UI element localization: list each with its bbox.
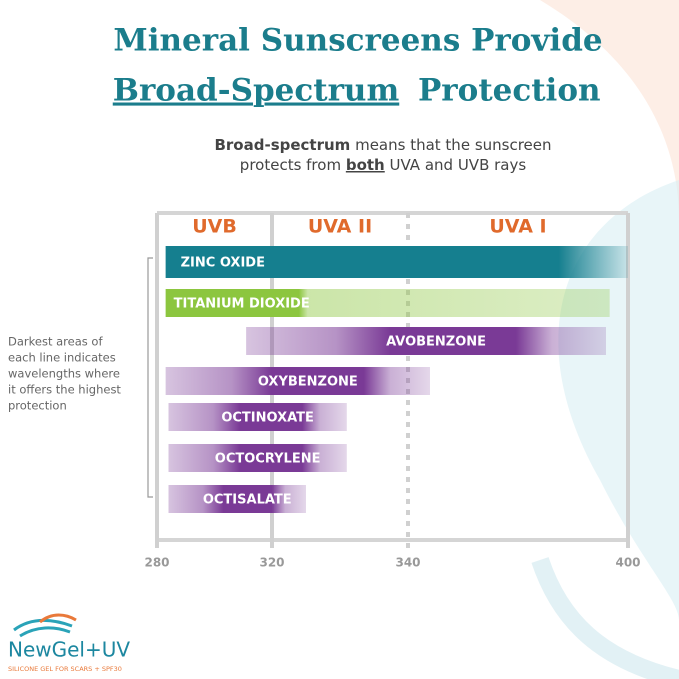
logo-brand: NewGel+UV (8, 638, 130, 662)
subtitle-text: protects from (240, 156, 341, 174)
bar-label: OCTISALATE (203, 493, 292, 508)
subtitle-text: UVA and UVB rays (390, 156, 527, 174)
bar-label: AVOBENZONE (386, 335, 486, 350)
bar-label: OCTINOXATE (221, 411, 314, 426)
subtitle: protects from both UVA and UVB rays (240, 156, 527, 174)
annotation-line: protection (8, 399, 67, 413)
x-tick-label: 400 (615, 556, 640, 570)
range-bar (168, 444, 347, 472)
range-bar (246, 327, 606, 355)
range-bar (165, 367, 430, 395)
chart: 280 320 340 400 UVB UVA II UVA I ZINC OXIDE TITA… (144, 211, 641, 570)
range-bar (168, 403, 347, 431)
bar-label: TITANIUM DIOXIDE (174, 297, 310, 312)
region-label: UVB (192, 216, 237, 238)
annotation-line: each line indicates (8, 351, 116, 365)
logo-wave (13, 619, 73, 638)
title-line: Protection (418, 73, 601, 109)
title-emphasis: Broad-Spectrum (113, 73, 400, 109)
range-bar (165, 289, 610, 317)
annotation-line: wavelengths where (8, 367, 120, 381)
bracket (147, 257, 153, 498)
subtitle-text: means that the sunscreen (355, 136, 551, 154)
annotation-line: it offers the highest (8, 383, 121, 397)
annotation: Darkest areas of each line indicates wavel… (8, 335, 121, 413)
subtitle-bold: both (346, 156, 385, 174)
x-tick-label: 340 (395, 556, 420, 570)
title-line: Mineral Sunscreens Provide (113, 23, 602, 59)
annotation-line: Darkest areas of (8, 335, 103, 349)
range-bar (165, 246, 628, 278)
bar-label: OXYBENZONE (258, 375, 358, 390)
range-bar (168, 485, 306, 513)
subtitle-bold: Broad-spectrum (214, 136, 350, 154)
region-label: UVA II (308, 216, 372, 238)
logo: NewGel+UV SILICONE GEL FOR SCARS + SPF30 (8, 613, 130, 673)
logo-tagline: SILICONE GEL FOR SCARS + SPF30 (8, 665, 122, 673)
bar-label: ZINC OXIDE (181, 256, 265, 271)
x-tick-label: 320 (259, 556, 284, 570)
logo-wave (39, 613, 77, 624)
subtitle: Broad-spectrum means that the sunscreen (214, 136, 551, 154)
x-tick-label: 280 (144, 556, 169, 570)
bar-label: OCTOCRYLENE (215, 452, 321, 467)
region-label: UVA I (489, 216, 546, 238)
